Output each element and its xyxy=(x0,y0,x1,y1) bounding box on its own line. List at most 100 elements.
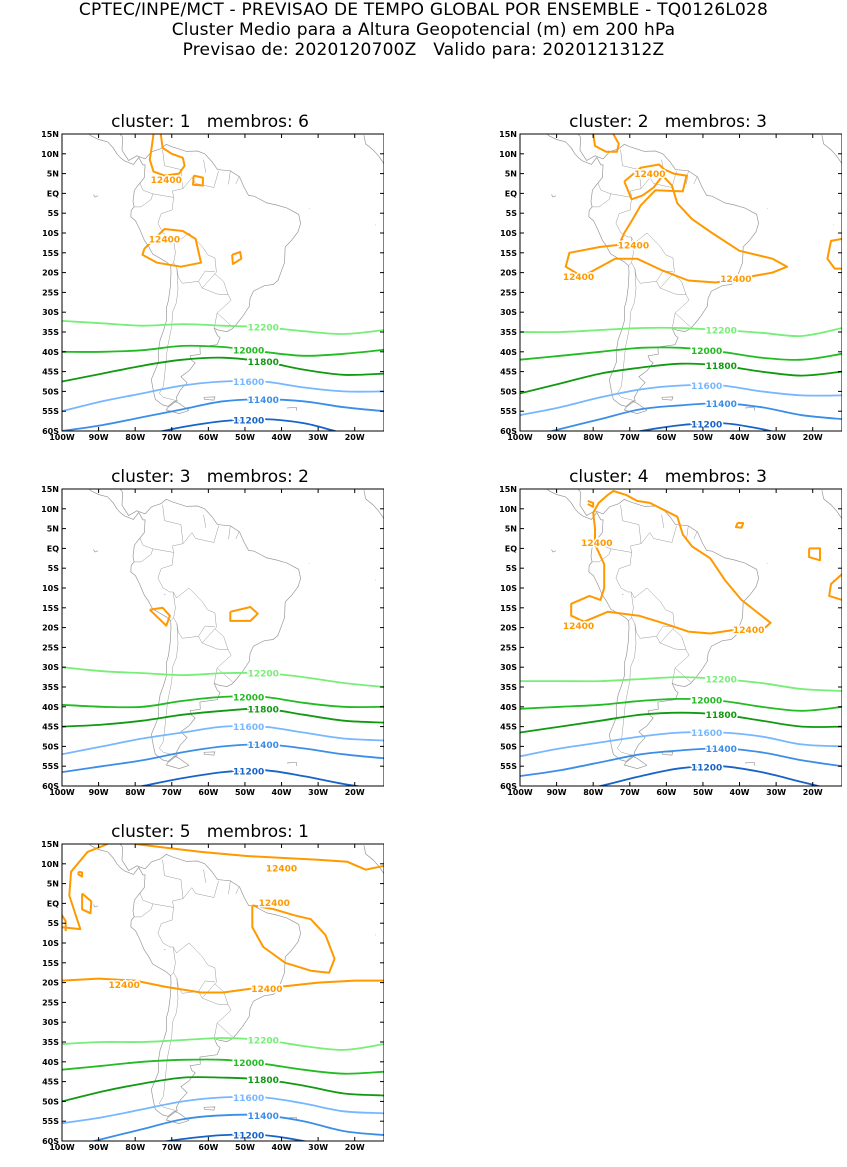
coastline-segment xyxy=(364,489,384,531)
lat-tick-label: 50S xyxy=(42,1097,59,1106)
contour-label-12000: 12000 xyxy=(691,347,722,357)
contour-label-11400: 11400 xyxy=(706,400,737,410)
contour-label-11200: 11200 xyxy=(691,420,722,430)
lon-tick-label: 40W xyxy=(272,1143,292,1152)
lat-tick-label: 50S xyxy=(500,387,517,396)
contour-12400 xyxy=(809,548,820,560)
lat-tick-label: 50S xyxy=(500,742,517,751)
country-border xyxy=(202,288,228,295)
contour-label-12000: 12000 xyxy=(233,693,264,703)
header-line-3: Previsao de: 2020120700Z Valido para: 20… xyxy=(0,40,847,60)
lat-tick-label: 25S xyxy=(42,643,59,652)
lon-tick-label: 90W xyxy=(547,788,567,797)
country-border xyxy=(592,194,611,207)
contour-11200 xyxy=(520,423,842,443)
contour-label-11800: 11800 xyxy=(706,362,737,372)
lat-tick-label: 25S xyxy=(500,288,517,297)
contour-label-11600: 11600 xyxy=(233,378,264,388)
lat-tick-label: 5S xyxy=(506,564,518,573)
lat-tick-label: 15S xyxy=(500,249,517,258)
lon-tick-label: 20W xyxy=(803,788,823,797)
lon-tick-label: 60W xyxy=(198,788,218,797)
island xyxy=(165,594,166,595)
lat-tick-label: 20S xyxy=(42,624,59,633)
contour-label-12200: 12200 xyxy=(706,676,737,686)
contour-11600 xyxy=(62,1097,384,1123)
island xyxy=(552,550,556,552)
lon-tick-label: 60W xyxy=(198,433,218,442)
lat-tick-label: 40S xyxy=(42,703,59,712)
header-line-2: Cluster Medio para a Altura Geopotencial… xyxy=(0,20,847,40)
lat-tick-label: EQ xyxy=(47,544,59,553)
island xyxy=(287,762,297,766)
lon-tick-label: 40W xyxy=(730,433,750,442)
lat-tick-label: 55S xyxy=(500,762,517,771)
lat-tick-label: 55S xyxy=(42,1117,59,1126)
island xyxy=(204,752,215,755)
contour-label-12200: 12200 xyxy=(248,670,279,680)
lon-tick-label: 20W xyxy=(345,1143,365,1152)
country-border xyxy=(140,893,174,907)
lat-tick-label: 5S xyxy=(48,919,60,928)
lat-tick-label: 45S xyxy=(500,368,517,377)
contour-label-12400: 12400 xyxy=(259,899,290,909)
lat-tick-label: 15N xyxy=(41,840,59,849)
lon-tick-label: 30W xyxy=(308,1143,328,1152)
country-border xyxy=(202,998,228,1005)
lon-tick-label: 100W xyxy=(507,788,533,797)
country-border xyxy=(163,860,184,899)
contour-12400 xyxy=(62,844,108,929)
contour-labels: 1220012000118001160011400112001240012400… xyxy=(563,539,764,773)
lat-tick-label: 35S xyxy=(42,1038,59,1047)
country-border xyxy=(660,288,686,295)
contour-11200 xyxy=(520,766,842,798)
island xyxy=(745,407,755,411)
lon-tick-label: 100W xyxy=(49,1143,75,1152)
lat-tick-label: 30S xyxy=(42,308,59,317)
lon-tick-label: 90W xyxy=(89,433,109,442)
country-border xyxy=(616,178,691,327)
lon-tick-label: 60W xyxy=(656,433,676,442)
island xyxy=(745,762,755,766)
country-border xyxy=(204,870,206,883)
contour-label-12400: 12400 xyxy=(251,985,282,995)
contour-12200 xyxy=(520,677,842,691)
map-frame xyxy=(520,489,842,786)
island xyxy=(287,407,297,411)
contour-11200 xyxy=(62,770,384,798)
country-border xyxy=(134,549,153,562)
contour-label-12400: 12400 xyxy=(563,273,594,283)
lat-tick-label: 15N xyxy=(499,130,517,139)
lat-tick-label: EQ xyxy=(505,189,517,198)
lon-tick-label: 80W xyxy=(583,433,603,442)
country-border xyxy=(140,538,174,552)
country-border xyxy=(158,533,233,682)
lon-tick-label: 50W xyxy=(235,1143,255,1152)
lat-tick-label: 20S xyxy=(500,624,517,633)
lat-tick-label: 20S xyxy=(42,269,59,278)
lat-tick-label: 15N xyxy=(41,130,59,139)
lat-tick-label: 20S xyxy=(42,979,59,988)
contour-label-11800: 11800 xyxy=(706,711,737,721)
lat-tick-label: 15S xyxy=(500,604,517,613)
lon-tick-label: 70W xyxy=(620,788,640,797)
coastline-segment xyxy=(364,134,384,176)
lon-tick-label: 30W xyxy=(766,788,786,797)
contour-12400 xyxy=(82,894,91,914)
contour-11800 xyxy=(520,364,842,394)
lat-tick-label: 10N xyxy=(499,150,517,159)
lat-tick-label: 5N xyxy=(47,525,59,534)
coastline xyxy=(62,112,384,414)
lon-tick-label: 50W xyxy=(693,433,713,442)
lat-tick-label: 50S xyxy=(42,387,59,396)
contour-11400 xyxy=(62,744,384,772)
country-border xyxy=(672,668,675,683)
contour-label-12400: 12400 xyxy=(634,170,665,180)
island xyxy=(798,485,800,488)
contour-12400 xyxy=(79,872,83,877)
lon-tick-label: 20W xyxy=(803,433,823,442)
contour-12000 xyxy=(520,699,842,711)
coastline-segment xyxy=(520,112,603,161)
island xyxy=(552,195,556,197)
